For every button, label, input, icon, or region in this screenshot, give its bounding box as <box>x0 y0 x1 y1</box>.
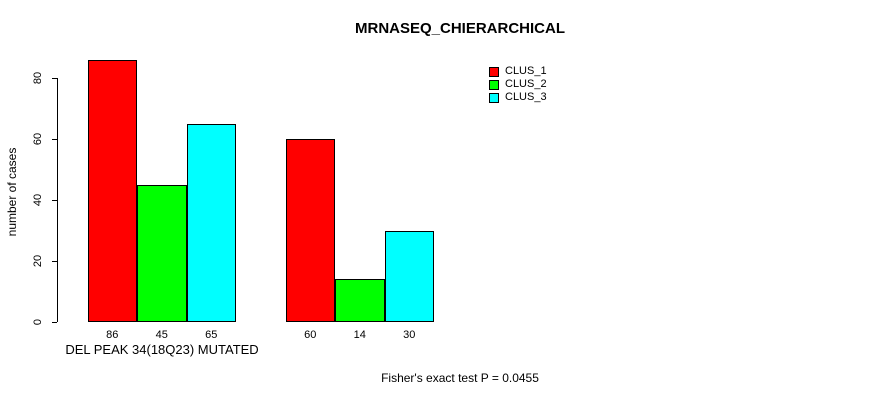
legend-swatch-icon <box>489 92 499 103</box>
legend-label: CLUS_1 <box>505 65 547 77</box>
bar-clus_2-group2 <box>335 279 385 322</box>
bar-clus_3-group2 <box>384 230 434 322</box>
bar-value-label: 14 <box>353 329 366 341</box>
y-axis-line <box>57 78 58 322</box>
bar-clus_1-group2 <box>285 139 335 322</box>
legend-label: CLUS_2 <box>505 78 547 90</box>
bar-value-label: 45 <box>155 329 168 341</box>
y-tick-mark <box>52 78 57 79</box>
bar-clus_1-group1 <box>87 59 137 322</box>
legend-item-clus_2: CLUS_2 <box>489 78 547 91</box>
y-tick-label: 20 <box>32 254 44 268</box>
chart-title: MRNASEQ_CHIERARCHICAL <box>354 20 566 37</box>
bar-value-label: 60 <box>304 329 317 341</box>
x-category-label: DEL PEAK 34(18Q23) MUTATED <box>65 342 259 357</box>
y-tick-mark <box>52 261 57 262</box>
y-tick-mark <box>52 200 57 201</box>
bar-value-label: 86 <box>106 329 119 341</box>
annotation-text: Fisher's exact test P = 0.0455 <box>381 371 539 385</box>
legend-item-clus_1: CLUS_1 <box>489 65 547 78</box>
y-tick-mark <box>52 322 57 323</box>
legend-swatch-icon <box>489 66 499 77</box>
y-axis-label: number of cases <box>5 147 19 237</box>
legend-item-clus_3: CLUS_3 <box>489 91 547 104</box>
y-tick-label: 60 <box>32 132 44 146</box>
bar-value-label: 65 <box>205 329 218 341</box>
bar-clus_3-group1 <box>186 123 236 322</box>
y-tick-label: 40 <box>32 193 44 207</box>
y-tick-label: 0 <box>32 318 44 326</box>
legend-label: CLUS_3 <box>505 91 547 103</box>
bar-value-label: 30 <box>403 329 416 341</box>
y-tick-mark <box>52 139 57 140</box>
bar-clus_2-group1 <box>137 184 187 322</box>
legend-swatch-icon <box>489 79 499 90</box>
y-tick-label: 80 <box>32 71 44 85</box>
